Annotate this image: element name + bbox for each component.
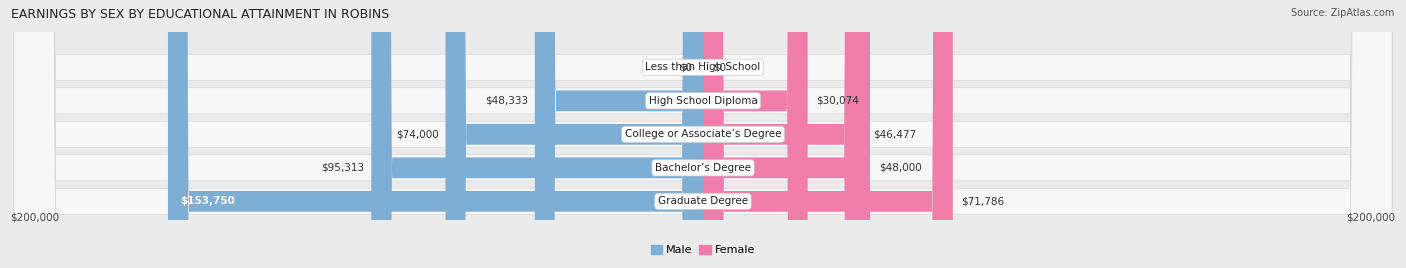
FancyBboxPatch shape (703, 0, 865, 268)
Text: $48,333: $48,333 (485, 96, 527, 106)
FancyBboxPatch shape (534, 0, 703, 268)
FancyBboxPatch shape (703, 0, 953, 268)
FancyBboxPatch shape (446, 0, 703, 268)
FancyBboxPatch shape (14, 0, 1392, 268)
Text: $46,477: $46,477 (873, 129, 917, 139)
Text: $71,786: $71,786 (962, 196, 1005, 206)
Text: $153,750: $153,750 (180, 196, 235, 206)
Text: $30,074: $30,074 (817, 96, 859, 106)
Text: $200,000: $200,000 (1347, 213, 1396, 222)
FancyBboxPatch shape (14, 0, 1392, 268)
Text: $48,000: $48,000 (879, 163, 921, 173)
FancyBboxPatch shape (14, 0, 1392, 268)
Text: Source: ZipAtlas.com: Source: ZipAtlas.com (1291, 8, 1395, 18)
Text: $95,313: $95,313 (321, 163, 364, 173)
Text: $200,000: $200,000 (10, 213, 59, 222)
Text: Graduate Degree: Graduate Degree (658, 196, 748, 206)
Text: High School Diploma: High School Diploma (648, 96, 758, 106)
Text: $0: $0 (713, 62, 727, 72)
FancyBboxPatch shape (14, 0, 1392, 268)
Text: $0: $0 (679, 62, 693, 72)
Text: College or Associate’s Degree: College or Associate’s Degree (624, 129, 782, 139)
FancyBboxPatch shape (703, 0, 807, 268)
FancyBboxPatch shape (703, 0, 870, 268)
FancyBboxPatch shape (371, 0, 703, 268)
Text: Bachelor’s Degree: Bachelor’s Degree (655, 163, 751, 173)
Text: Less than High School: Less than High School (645, 62, 761, 72)
Text: $74,000: $74,000 (395, 129, 439, 139)
Legend: Male, Female: Male, Female (651, 245, 755, 255)
FancyBboxPatch shape (14, 0, 1392, 268)
FancyBboxPatch shape (167, 0, 703, 268)
Text: EARNINGS BY SEX BY EDUCATIONAL ATTAINMENT IN ROBINS: EARNINGS BY SEX BY EDUCATIONAL ATTAINMEN… (11, 8, 389, 21)
